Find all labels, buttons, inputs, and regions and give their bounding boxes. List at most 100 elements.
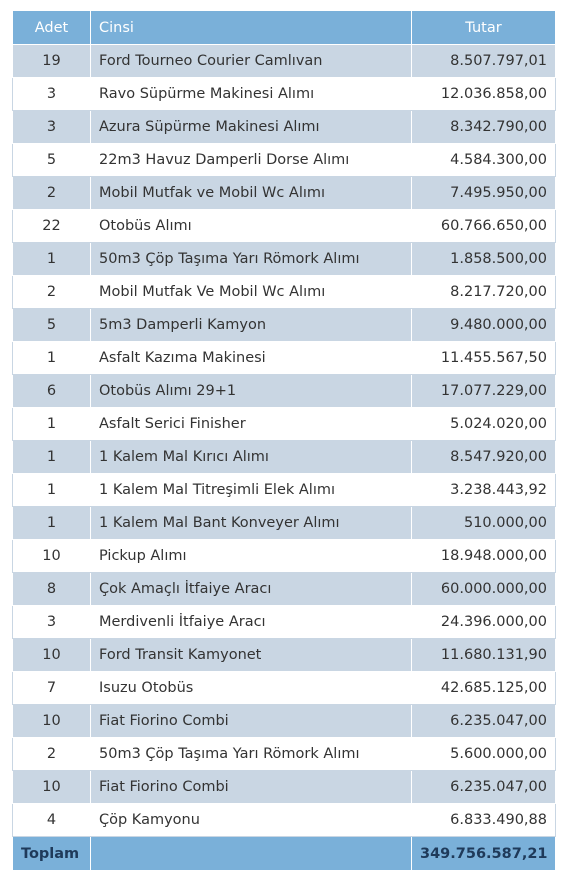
table-row: 4 Çöp Kamyonu 6.833.490,88 xyxy=(12,803,556,837)
row-amount: 60.766.650,00 xyxy=(411,209,556,243)
table-row: 7 Isuzu Otobüs 42.685.125,00 xyxy=(12,671,556,705)
row-quantity: 2 xyxy=(12,275,91,309)
row-amount: 18.948.000,00 xyxy=(411,539,556,573)
row-amount: 6.833.490,88 xyxy=(411,803,556,837)
row-quantity: 2 xyxy=(12,737,91,771)
table-row: 1 50m3 Çöp Taşıma Yarı Römork Alımı 1.858.… xyxy=(12,242,556,276)
total-label: Toplam xyxy=(12,836,91,871)
row-quantity: 19 xyxy=(12,44,91,78)
column-header-adet: Adet xyxy=(12,10,91,45)
row-amount: 9.480.000,00 xyxy=(411,308,556,342)
table-header: Adet Cinsi Tutar xyxy=(12,10,556,45)
table-row: 10 Pickup Alımı 18.948.000,00 xyxy=(12,539,556,573)
total-spacer xyxy=(90,836,412,871)
row-amount: 8.342.790,00 xyxy=(411,110,556,144)
total-row: Toplam 349.756.587,21 xyxy=(12,836,556,871)
row-quantity: 8 xyxy=(12,572,91,606)
header-row: Adet Cinsi Tutar xyxy=(12,10,556,45)
row-quantity: 6 xyxy=(12,374,91,408)
row-quantity: 5 xyxy=(12,308,91,342)
row-description: Merdivenli İtfaiye Aracı xyxy=(90,605,412,639)
table-row: 3 Ravo Süpürme Makinesi Alımı 12.036.858,0… xyxy=(12,77,556,111)
table-row: 10 Fiat Fiorino Combi 6.235.047,00 xyxy=(12,704,556,738)
table-body: 19 Ford Tourneo Courier Camlıvan 8.507.797… xyxy=(12,44,556,837)
row-quantity: 22 xyxy=(12,209,91,243)
row-amount: 6.235.047,00 xyxy=(411,704,556,738)
row-amount: 8.507.797,01 xyxy=(411,44,556,78)
vehicle-purchase-table: Adet Cinsi Tutar 19 Ford Tourneo Courier … xyxy=(12,10,556,871)
row-amount: 12.036.858,00 xyxy=(411,77,556,111)
row-quantity: 1 xyxy=(12,407,91,441)
row-description: Çok Amaçlı İtfaiye Aracı xyxy=(90,572,412,606)
row-amount: 11.680.131,90 xyxy=(411,638,556,672)
row-description: Fiat Fiorino Combi xyxy=(90,770,412,804)
row-amount: 8.547.920,00 xyxy=(411,440,556,474)
row-description: Asfalt Serici Finisher xyxy=(90,407,412,441)
table-row: 10 Ford Transit Kamyonet 11.680.131,90 xyxy=(12,638,556,672)
row-quantity: 7 xyxy=(12,671,91,705)
row-quantity: 10 xyxy=(12,638,91,672)
row-description: Çöp Kamyonu xyxy=(90,803,412,837)
row-quantity: 4 xyxy=(12,803,91,837)
row-quantity: 10 xyxy=(12,539,91,573)
table-footer: Toplam 349.756.587,21 xyxy=(12,836,556,871)
row-quantity: 1 xyxy=(12,473,91,507)
row-description: Fiat Fiorino Combi xyxy=(90,704,412,738)
table-row: 1 Asfalt Kazıma Makinesi 11.455.567,50 xyxy=(12,341,556,375)
row-description: Azura Süpürme Makinesi Alımı xyxy=(90,110,412,144)
row-quantity: 3 xyxy=(12,77,91,111)
row-amount: 5.600.000,00 xyxy=(411,737,556,771)
row-description: Asfalt Kazıma Makinesi xyxy=(90,341,412,375)
row-description: Pickup Alımı xyxy=(90,539,412,573)
row-amount: 510.000,00 xyxy=(411,506,556,540)
row-description: Otobüs Alımı 29+1 xyxy=(90,374,412,408)
column-header-cinsi: Cinsi xyxy=(90,10,412,45)
row-amount: 5.024.020,00 xyxy=(411,407,556,441)
row-description: Isuzu Otobüs xyxy=(90,671,412,705)
row-quantity: 2 xyxy=(12,176,91,210)
row-description: 50m3 Çöp Taşıma Yarı Römork Alımı xyxy=(90,737,412,771)
row-amount: 11.455.567,50 xyxy=(411,341,556,375)
row-quantity: 1 xyxy=(12,506,91,540)
row-description: 50m3 Çöp Taşıma Yarı Römork Alımı xyxy=(90,242,412,276)
table-row: 5 5m3 Damperli Kamyon 9.480.000,00 xyxy=(12,308,556,342)
row-description: Ford Transit Kamyonet xyxy=(90,638,412,672)
table-row: 2 Mobil Mutfak ve Mobil Wc Alımı 7.495.950… xyxy=(12,176,556,210)
row-amount: 60.000.000,00 xyxy=(411,572,556,606)
row-description: 1 Kalem Mal Kırıcı Alımı xyxy=(90,440,412,474)
table-row: 22 Otobüs Alımı 60.766.650,00 xyxy=(12,209,556,243)
row-description: 5m3 Damperli Kamyon xyxy=(90,308,412,342)
row-quantity: 10 xyxy=(12,704,91,738)
row-amount: 8.217.720,00 xyxy=(411,275,556,309)
row-description: 22m3 Havuz Damperli Dorse Alımı xyxy=(90,143,412,177)
row-description: Mobil Mutfak Ve Mobil Wc Alımı xyxy=(90,275,412,309)
row-description: 1 Kalem Mal Titreşimli Elek Alımı xyxy=(90,473,412,507)
row-amount: 4.584.300,00 xyxy=(411,143,556,177)
row-quantity: 3 xyxy=(12,110,91,144)
row-amount: 1.858.500,00 xyxy=(411,242,556,276)
row-quantity: 3 xyxy=(12,605,91,639)
table-row: 3 Azura Süpürme Makinesi Alımı 8.342.790,0… xyxy=(12,110,556,144)
row-description: Ford Tourneo Courier Camlıvan xyxy=(90,44,412,78)
row-amount: 42.685.125,00 xyxy=(411,671,556,705)
table-row: 10 Fiat Fiorino Combi 6.235.047,00 xyxy=(12,770,556,804)
row-amount: 6.235.047,00 xyxy=(411,770,556,804)
table-row: 8 Çok Amaçlı İtfaiye Aracı 60.000.000,00 xyxy=(12,572,556,606)
row-description: Otobüs Alımı xyxy=(90,209,412,243)
row-amount: 7.495.950,00 xyxy=(411,176,556,210)
table-row: 1 Asfalt Serici Finisher 5.024.020,00 xyxy=(12,407,556,441)
column-header-tutar: Tutar xyxy=(411,10,556,45)
row-description: Ravo Süpürme Makinesi Alımı xyxy=(90,77,412,111)
table-row: 6 Otobüs Alımı 29+1 17.077.229,00 xyxy=(12,374,556,408)
row-quantity: 10 xyxy=(12,770,91,804)
row-quantity: 1 xyxy=(12,341,91,375)
total-value: 349.756.587,21 xyxy=(411,836,556,871)
row-amount: 24.396.000,00 xyxy=(411,605,556,639)
table-row: 2 50m3 Çöp Taşıma Yarı Römork Alımı 5.600.… xyxy=(12,737,556,771)
row-description: 1 Kalem Mal Bant Konveyer Alımı xyxy=(90,506,412,540)
row-quantity: 1 xyxy=(12,440,91,474)
row-description: Mobil Mutfak ve Mobil Wc Alımı xyxy=(90,176,412,210)
